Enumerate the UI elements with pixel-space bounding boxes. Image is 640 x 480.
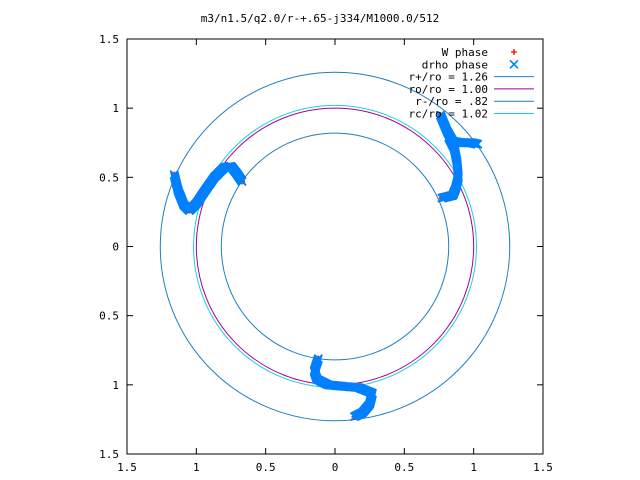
reference-circles (159, 71, 511, 422)
phase-points (169, 110, 483, 422)
x-tick-label-5: 1 (470, 461, 477, 474)
y-tick-label-1: 1 (112, 379, 119, 392)
y-tick-label-6: 1.5 (99, 33, 119, 46)
axes: 1.5 1 0.5 0 0.5 1 1.51.510.500.511.5 (99, 33, 553, 474)
x-tick-label-6: 1.5 (533, 461, 553, 474)
circle-2 (220, 132, 450, 361)
x-tick-label-3: 0 (332, 461, 339, 474)
legend-label-5: rc/ro = 1.02 (409, 108, 488, 121)
point-drho-phase-211 (473, 139, 483, 149)
legend-label-0: W phase (442, 46, 488, 59)
y-tick-label-4: 0.5 (99, 171, 119, 184)
x-tick-label-2: 0.5 (256, 461, 276, 474)
y-tick-label-3: 0 (112, 241, 119, 254)
legend-marker-1 (509, 59, 519, 69)
point-drho-phase-296 (437, 193, 447, 203)
legend-label-2: r+/ro = 1.26 (409, 71, 488, 84)
point-drho-phase-423 (349, 412, 359, 422)
y-tick-label-0: 1.5 (99, 448, 119, 461)
chart-title: m3/n1.5/q2.0/r-+.65-j334/M1000.0/512 (201, 12, 439, 25)
series-drho-phase (169, 110, 483, 422)
x-tick-label-4: 0.5 (394, 461, 414, 474)
legend-label-3: ro/ro = 1.00 (409, 83, 488, 96)
circle-0 (159, 71, 511, 422)
legend-marker-0 (511, 49, 517, 55)
circle-3 (193, 104, 477, 389)
y-tick-label-5: 1 (112, 102, 119, 115)
circle-1 (195, 107, 475, 386)
x-tick-label-0: 1.5 (117, 461, 137, 474)
legend-label-4: r-/ro = .82 (415, 95, 488, 108)
legend-label-1: drho phase (422, 58, 488, 71)
point-drho-phase-140 (237, 176, 247, 187)
x-tick-label-1: 1 (193, 461, 200, 474)
y-tick-label-2: 0.5 (99, 310, 119, 323)
